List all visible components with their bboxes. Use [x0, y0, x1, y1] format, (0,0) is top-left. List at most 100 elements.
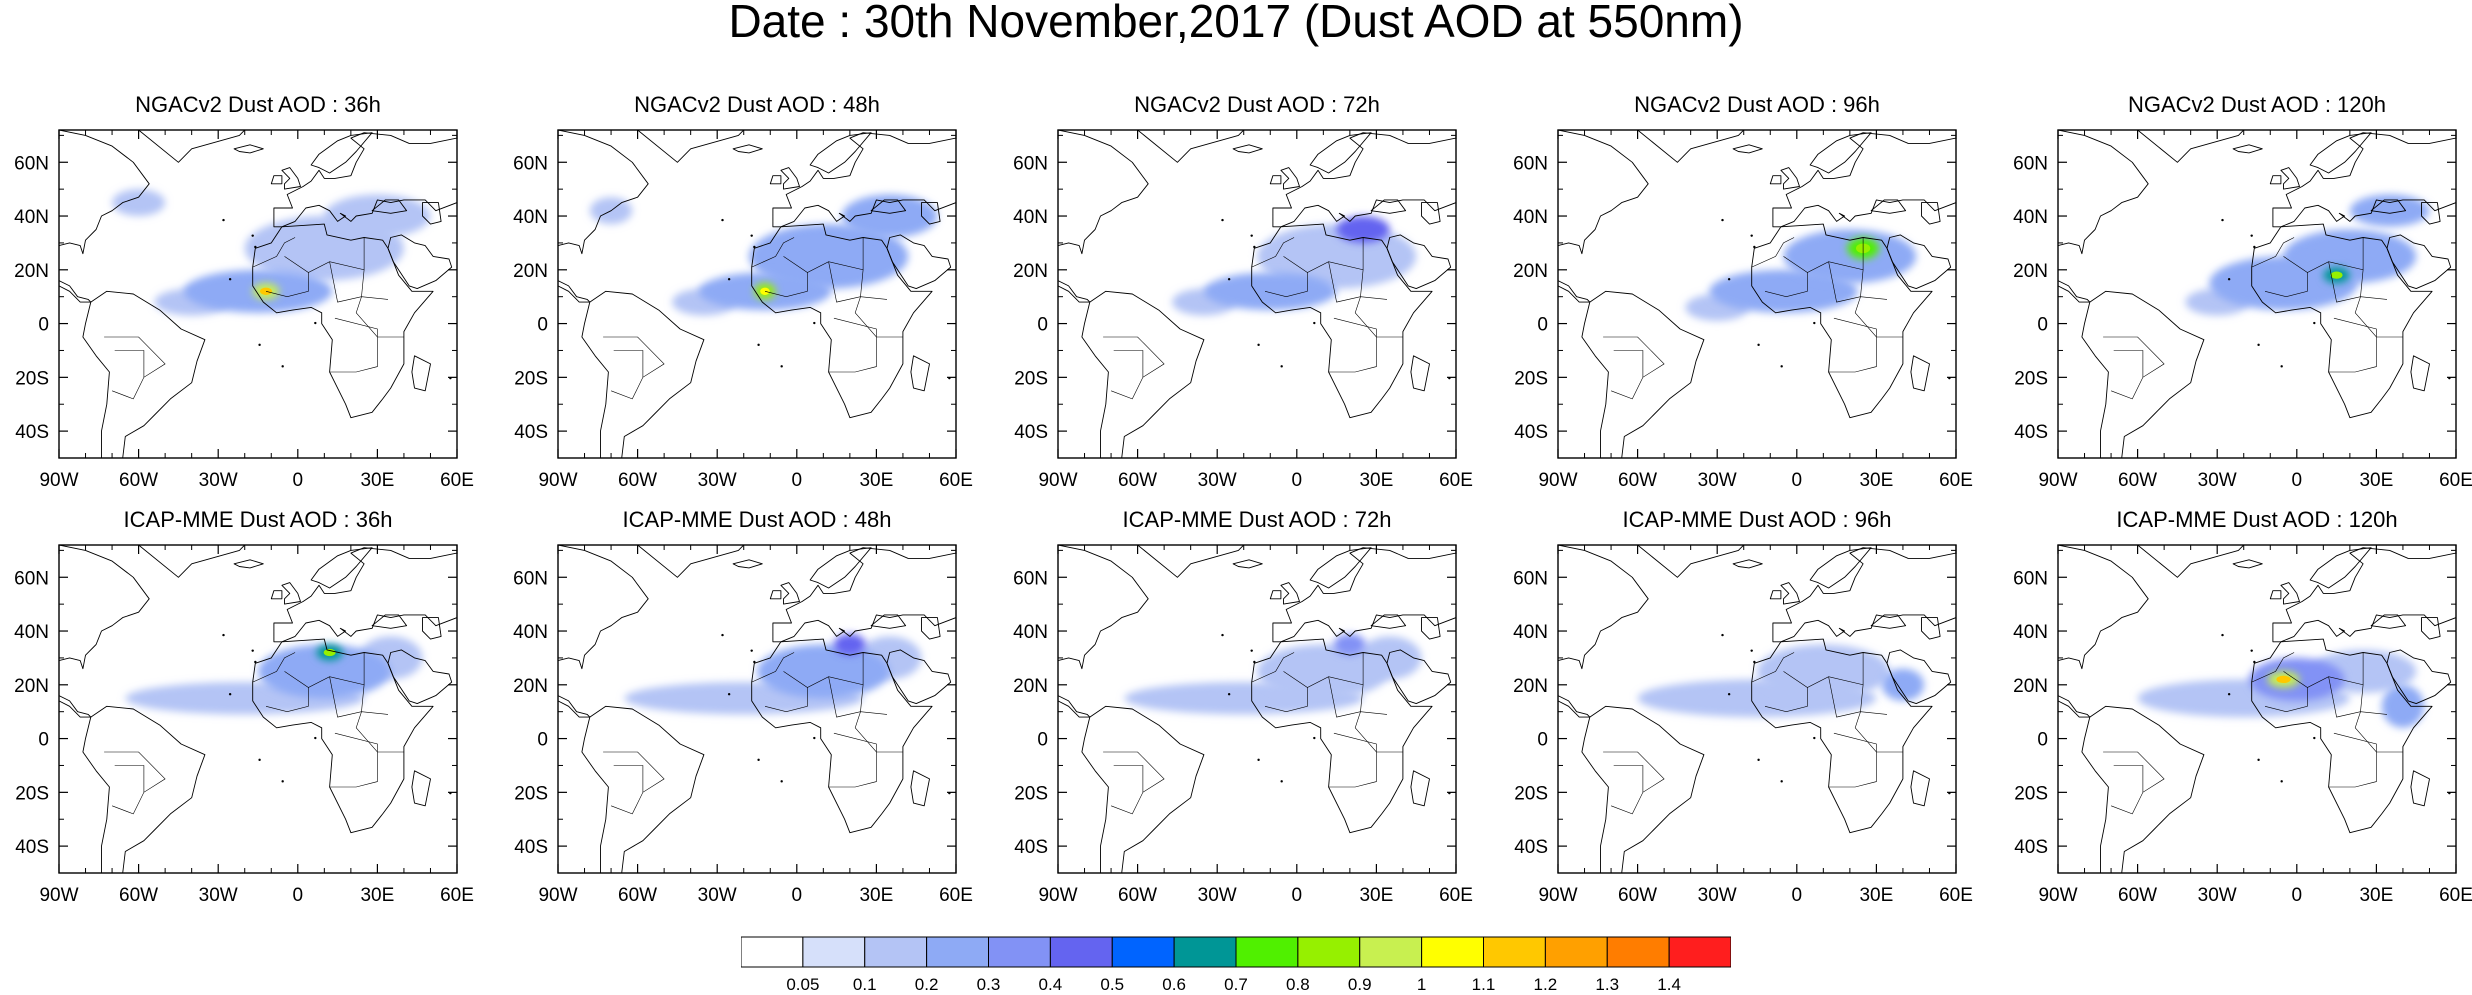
coastline-caspian	[921, 202, 941, 225]
coastline-scandinavia	[310, 132, 373, 174]
y-tick-label: 20S	[514, 368, 548, 389]
island	[1227, 278, 1231, 281]
coastline-africa	[252, 638, 434, 834]
island	[1753, 660, 1756, 664]
coastline-britain	[1780, 167, 1800, 190]
x-tick-label: 30W	[199, 885, 238, 906]
coastline-southAmerica	[1081, 705, 1205, 873]
country-border	[1354, 684, 1403, 753]
country-border	[1354, 269, 1403, 338]
colorbar-label: 0.5	[1100, 975, 1125, 994]
x-tick-label: 60W	[119, 885, 158, 906]
island	[727, 278, 731, 281]
coastline-scandinavia	[2309, 547, 2372, 589]
colorbar-label: 0.8	[1286, 975, 1310, 994]
coastline-greenland	[1137, 130, 1245, 163]
coastline-africa	[1751, 223, 1933, 419]
coastline-scandinavia	[809, 547, 872, 589]
dust-aod-map: 90W 60W 30W 0 30E 60E 60N 40N 20N 0 20S 40S	[1513, 129, 1973, 491]
y-tick-label: 40S	[1514, 422, 1548, 443]
island	[2313, 736, 2316, 740]
coastline-northAmerica	[1558, 545, 1649, 670]
aod-field	[258, 644, 391, 699]
island	[2250, 649, 2253, 652]
coastline-britain	[2280, 167, 2300, 190]
island	[1727, 693, 1731, 696]
y-tick-label: 20N	[2013, 676, 2048, 697]
country-border	[265, 687, 309, 713]
y-tick-label: 40S	[15, 837, 49, 858]
y-tick-label: 0	[537, 315, 548, 336]
coastline-southAmerica	[1081, 290, 1205, 458]
aod-core	[2276, 675, 2291, 684]
y-tick-label: 40S	[2014, 422, 2048, 443]
country-border	[1603, 336, 1665, 400]
aod-field	[841, 194, 938, 238]
coastline-scandinavia	[809, 132, 872, 174]
coastline-blackSea	[371, 199, 408, 214]
coastline-arabia	[1386, 234, 1452, 290]
country-border	[603, 336, 665, 400]
island	[1813, 321, 1816, 325]
x-tick-label: 90W	[2038, 470, 2077, 491]
coastline-africa	[2251, 223, 2433, 419]
country-border	[1603, 751, 1665, 815]
island	[1813, 736, 1816, 740]
y-tick-label: 0	[1037, 315, 1048, 336]
country-border	[2103, 336, 2165, 400]
country-border	[2251, 237, 2295, 268]
y-tick-label: 0	[38, 730, 49, 751]
x-tick-label: 30W	[1198, 470, 1237, 491]
coastline-africa	[252, 223, 434, 419]
x-tick-label: 90W	[1038, 885, 1077, 906]
country-border	[329, 732, 378, 788]
island	[1780, 780, 1783, 783]
coastline-centralAmerica	[59, 280, 92, 303]
figure-title: Date : 30th November,2017 (Dust AOD at 5…	[728, 0, 1744, 47]
coastline-southAmerica	[82, 705, 206, 873]
aod-field	[324, 194, 431, 238]
country-border	[1113, 765, 1144, 793]
x-tick-label: 30E	[2359, 470, 2393, 491]
x-tick-label: 0	[792, 885, 803, 906]
coastline-northAmerica	[59, 545, 150, 670]
coastline-europe	[1772, 547, 1956, 643]
country-border	[329, 676, 389, 718]
island	[1721, 218, 1724, 222]
coastline-iceland	[233, 559, 264, 569]
y-tick-label: 0	[2037, 730, 2048, 751]
coastline-southAmerica	[2081, 290, 2205, 458]
y-tick-label: 0	[1037, 730, 1048, 751]
coastline-madagascar	[910, 770, 930, 807]
aod-field	[2381, 684, 2425, 728]
y-tick-label: 20S	[2014, 368, 2048, 389]
country-border	[1328, 317, 1377, 373]
coastline-arabia	[2386, 649, 2452, 705]
y-tick-label: 40S	[2014, 837, 2048, 858]
x-tick-label: 60E	[440, 470, 474, 491]
x-tick-label: 0	[1792, 885, 1803, 906]
y-tick-label: 40S	[1014, 837, 1048, 858]
island	[780, 780, 783, 783]
x-tick-label: 30E	[360, 470, 394, 491]
y-tick-label: 40N	[2013, 207, 2048, 228]
coastline-arabia	[387, 649, 453, 705]
coastline-europe	[1272, 547, 1456, 643]
y-tick-label: 60N	[513, 568, 548, 589]
panel-title: ICAP-MME Dust AOD : 96h	[1622, 507, 1892, 532]
aod-field	[1203, 272, 1337, 311]
country-border	[854, 269, 903, 338]
island	[314, 736, 317, 740]
x-tick-label: 90W	[39, 470, 78, 491]
island	[757, 343, 760, 347]
y-tick-label: 40S	[1014, 422, 1048, 443]
island	[1313, 321, 1316, 325]
country-border	[1764, 687, 1808, 713]
country-border	[252, 652, 296, 683]
coastline-caspian	[2421, 617, 2441, 640]
coastline-iceland	[1732, 144, 1763, 154]
country-border	[764, 687, 808, 713]
coastline-centralAmerica	[558, 280, 591, 303]
colorbar	[741, 936, 1731, 968]
y-tick-label: 20S	[1014, 783, 1048, 804]
